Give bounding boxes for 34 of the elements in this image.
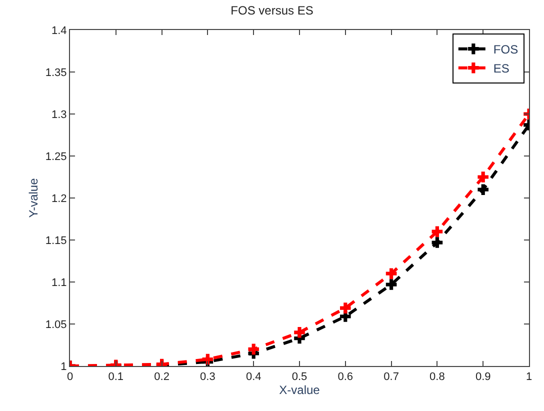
y-tick-label: 1.05 — [45, 318, 67, 331]
x-tick-label: 0.3 — [200, 371, 216, 384]
x-tick-label: 0 — [66, 371, 74, 384]
y-axis-title: Y-value — [26, 178, 41, 218]
y-tick-label: 1 — [60, 360, 67, 373]
x-tick-label: 0.2 — [154, 371, 170, 384]
y-tick-label: 1.25 — [45, 150, 67, 163]
y-tick-label: 1.35 — [45, 66, 67, 79]
x-tick-label: 0.4 — [246, 371, 262, 384]
point — [248, 344, 259, 355]
y-tick-label: 1.15 — [45, 234, 67, 247]
legend-label: FOS — [493, 42, 518, 57]
x-tick-label: 0.7 — [384, 371, 399, 384]
legend-label: ES — [493, 62, 510, 76]
chart-title: FOS versus ES — [230, 4, 314, 18]
x-tick-label: 1 — [526, 371, 532, 384]
point — [386, 268, 397, 279]
x-tick-label: 0.1 — [108, 371, 124, 384]
x-axis-title: X-value — [279, 383, 320, 398]
point — [432, 237, 443, 248]
point — [294, 327, 305, 338]
point — [478, 184, 488, 195]
x-tick-label: 0.5 — [292, 371, 308, 384]
y-tick-label: 1.1 — [52, 276, 67, 289]
x-tick-label: 0.6 — [338, 371, 354, 384]
y-tick-label: 1.2 — [52, 192, 67, 205]
point — [432, 226, 443, 237]
x-tick-label: 0.9 — [475, 371, 491, 384]
y-tick-label: 1.3 — [52, 108, 67, 121]
y-tick-label: 1.4 — [52, 24, 67, 37]
point — [478, 172, 488, 182]
x-tick-label: 0.8 — [430, 371, 445, 384]
point — [386, 279, 397, 290]
point — [340, 302, 351, 314]
